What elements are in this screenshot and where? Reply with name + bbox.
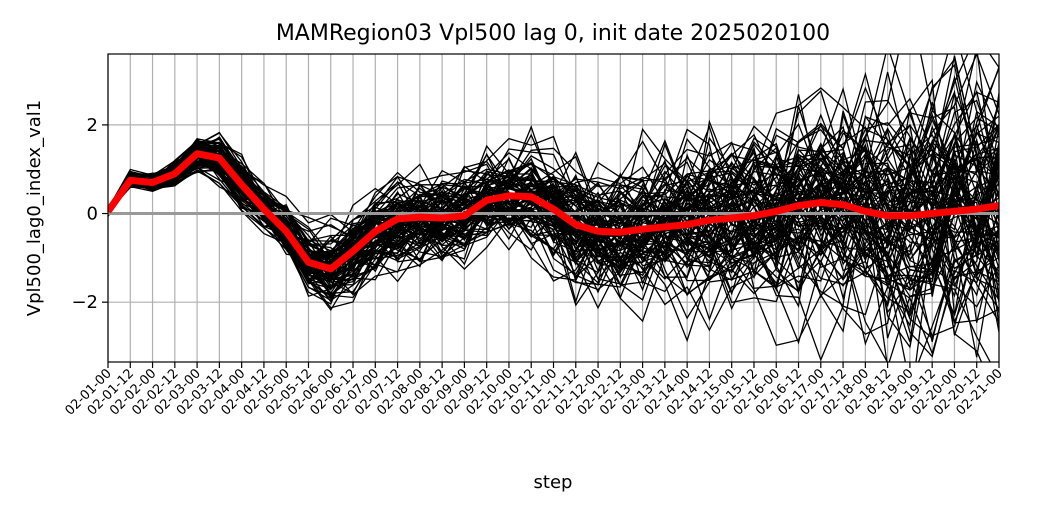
ensemble-member-line (108, 153, 999, 280)
y-axis-label: Vpl500_lag0_index_val1 (24, 100, 45, 316)
ensemble-member-line (108, 139, 999, 336)
ensemble-mean-line (108, 150, 999, 273)
y-tick-label: 2 (87, 115, 98, 136)
y-tick-label: 0 (87, 204, 98, 225)
ensemble-member-line (108, 54, 999, 282)
ensemble-member-line (108, 113, 999, 259)
ensemble-member-line (108, 112, 999, 279)
ensemble-member-line (108, 123, 999, 283)
ensemble-member-line (108, 146, 999, 289)
x-ticks: 02-01-0002-01-1202-02-0002-02-1202-03-00… (62, 362, 1006, 419)
ensemble-member-line (108, 125, 999, 362)
x-axis-label: step (534, 472, 573, 493)
y-tick-label: −2 (71, 292, 98, 313)
y-ticks: −2 0 2 (71, 115, 108, 313)
ensemble-member-line (108, 128, 999, 311)
chart-title: MAMRegion03 Vpl500 lag 0, init date 2025… (276, 21, 830, 46)
overlays (108, 150, 999, 273)
